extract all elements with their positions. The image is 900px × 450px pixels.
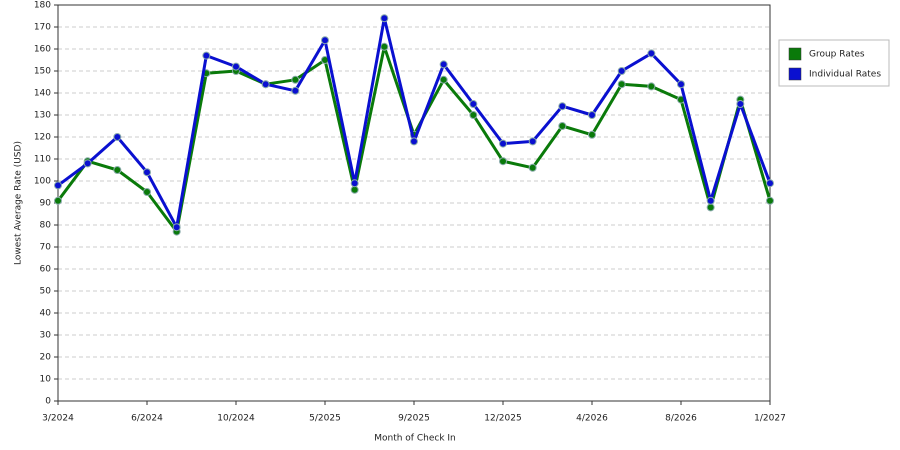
data-point [439,75,448,84]
y-tick-label: 90 [40,199,52,209]
y-tick-label: 150 [34,67,51,77]
data-point [202,51,211,60]
y-tick-label: 180 [34,1,51,11]
data-point [172,223,181,232]
data-point [113,166,122,174]
y-tick-label: 160 [34,45,51,55]
data-point [350,179,359,188]
data-point [54,196,62,205]
y-tick-label: 40 [40,309,52,319]
y-axis-title: Lowest Average Rate (USD) [14,141,24,265]
legend-swatch [788,47,802,61]
y-tick-label: 120 [34,133,51,143]
y-tick-label: 110 [34,155,51,165]
data-point [83,159,92,168]
x-tick-label: 3/2024 [42,414,74,424]
x-tick-label: 9/2025 [398,414,430,424]
y-tick-label: 30 [40,331,52,341]
data-point [113,133,122,141]
y-tick-label: 10 [40,375,52,385]
data-point [677,80,685,89]
data-point [410,137,418,146]
data-point [321,36,329,45]
data-point [291,86,300,95]
data-point [588,130,596,139]
y-tick-label: 60 [40,265,52,275]
x-tick-label: 6/2024 [131,414,163,424]
data-point [558,122,567,130]
x-tick-label: 8/2026 [665,414,697,424]
y-tick-label: 80 [40,221,52,231]
data-point [706,196,715,205]
legend-label: Group Rates [809,50,865,60]
y-tick-label: 70 [40,243,52,253]
data-point [469,111,478,119]
x-tick-label: 12/2025 [484,414,521,424]
data-point [380,14,389,23]
data-point [706,203,715,212]
legend-label: Individual Rates [809,70,881,80]
y-tick-label: 170 [34,23,51,33]
x-axis-title: Month of Check In [374,434,456,444]
data-point [499,139,507,148]
data-point [766,196,774,205]
x-tick-label: 5/2025 [309,414,341,424]
legend-swatch [788,67,802,81]
data-point [736,100,745,108]
data-point [291,75,300,84]
data-point [647,49,656,58]
data-point [469,100,478,108]
y-tick-label: 140 [34,89,51,99]
data-point [558,102,567,111]
data-point [54,181,62,190]
x-tick-label: 1/2027 [754,414,786,424]
x-tick-label: 10/2024 [217,414,255,424]
x-tick-label: 4/2026 [576,414,608,424]
data-point [143,168,151,177]
y-tick-label: 130 [34,111,51,121]
data-point [143,188,151,196]
y-tick-label: 50 [40,287,52,297]
y-tick-label: 0 [45,397,51,407]
data-point [232,62,240,71]
data-point [439,60,448,69]
data-point [380,42,389,51]
series-line [57,16,772,229]
data-point [588,111,596,119]
data-point [617,80,626,89]
data-point [499,157,507,166]
y-tick-label: 20 [40,353,52,363]
y-tick-label: 100 [34,177,51,187]
data-point [350,185,359,194]
data-point [617,67,626,75]
data-point [528,137,537,146]
data-point [766,179,774,188]
data-point [647,82,656,91]
data-point [261,80,270,89]
data-point [528,163,537,172]
